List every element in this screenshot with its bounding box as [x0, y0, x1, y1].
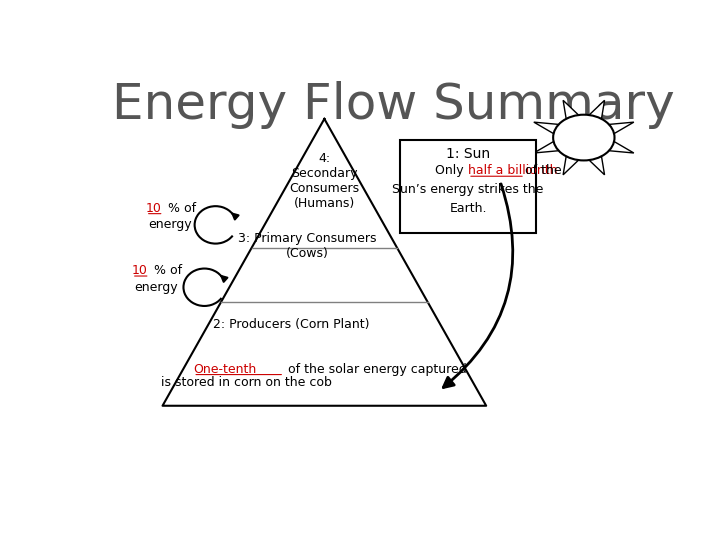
FancyBboxPatch shape	[400, 140, 536, 233]
Polygon shape	[563, 100, 579, 119]
Text: 2: Producers (Corn Plant): 2: Producers (Corn Plant)	[212, 318, 369, 331]
Text: 10: 10	[145, 202, 162, 215]
Polygon shape	[609, 122, 634, 133]
Text: 4:
Secondary
Consumers
(Humans): 4: Secondary Consumers (Humans)	[289, 152, 359, 210]
Text: Earth.: Earth.	[449, 202, 487, 215]
Text: Only: Only	[436, 164, 468, 177]
Text: Sun’s energy strikes the: Sun’s energy strikes the	[392, 183, 544, 196]
Text: Energy Flow Summary: Energy Flow Summary	[112, 82, 675, 130]
Text: % of: % of	[163, 202, 196, 215]
Text: 3: Primary Consumers
(Cows): 3: Primary Consumers (Cows)	[238, 232, 377, 260]
Polygon shape	[589, 156, 605, 175]
Text: energy: energy	[135, 281, 179, 294]
Text: % of: % of	[150, 264, 182, 277]
FancyArrowPatch shape	[444, 184, 513, 388]
Polygon shape	[534, 141, 559, 153]
Polygon shape	[534, 122, 559, 133]
Text: of the solar energy captured: of the solar energy captured	[284, 363, 467, 376]
Text: 10: 10	[132, 264, 148, 277]
Text: 1: Sun: 1: Sun	[446, 147, 490, 161]
Text: of the: of the	[525, 164, 562, 177]
Polygon shape	[609, 141, 634, 153]
Polygon shape	[563, 156, 579, 175]
Text: energy: energy	[148, 218, 192, 231]
Text: half a billionth: half a billionth	[468, 164, 562, 177]
Text: One-tenth: One-tenth	[193, 363, 256, 376]
Text: is stored in corn on the cob: is stored in corn on the cob	[161, 376, 332, 389]
Polygon shape	[589, 100, 605, 119]
Circle shape	[553, 114, 615, 160]
